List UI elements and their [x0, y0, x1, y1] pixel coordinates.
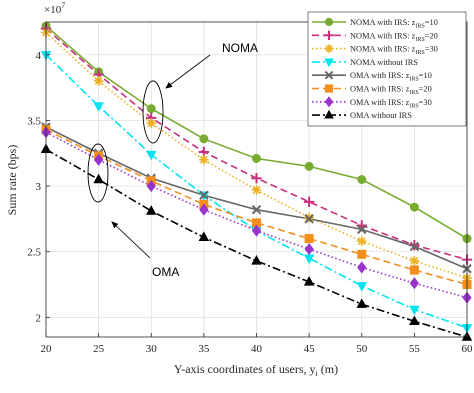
y-tick-label: 2 [36, 312, 42, 324]
noma-arrow [165, 54, 211, 89]
x-tick-label: 30 [146, 343, 158, 355]
data-point-series-7 [93, 153, 104, 166]
data-point-series-1 [199, 134, 209, 144]
data-point-series-7 [146, 180, 156, 193]
oma-annotation: OMA [87, 143, 179, 279]
data-point-series-5 [409, 241, 420, 252]
legend-label-5: OMA with IRS: zIRS=10 [350, 71, 432, 83]
legend-box [307, 11, 467, 127]
x-axis-label: Y-axis coordinates of users, yi (m) [174, 362, 338, 378]
oma-ellipse [87, 143, 109, 203]
legend-label-1: NOMA with IRS: zIRS=10 [350, 18, 438, 30]
legend-label-4: NOMA without IRS [350, 58, 418, 67]
data-point-series-2 [303, 196, 315, 208]
data-point-series-6 [304, 234, 314, 244]
legend-marker-8 [324, 109, 334, 119]
x-tick-label: 45 [304, 343, 316, 355]
data-point-series-8 [303, 276, 315, 286]
x-tick-label: 20 [41, 343, 53, 355]
data-point-series-5 [357, 224, 367, 235]
legend-label-7: OMA with IRS: zIRS=30 [350, 98, 432, 110]
data-point-series-5 [199, 190, 209, 200]
noma-annotation: NOMA [142, 41, 258, 144]
legend-marker-2 [324, 30, 334, 40]
data-point-series-1 [252, 154, 261, 163]
data-point-series-5 [251, 204, 262, 215]
data-point-series-7 [409, 277, 420, 290]
data-point-series-6 [357, 249, 367, 259]
data-point-series-1 [409, 202, 419, 212]
data-point-series-8 [198, 231, 210, 241]
data-point-series-3 [93, 76, 104, 86]
x-tick-label: 25 [93, 343, 105, 355]
noma-annotation-label: NOMA [222, 41, 258, 55]
x-tick-label: 35 [198, 343, 210, 355]
data-point-series-8 [146, 205, 157, 215]
data-point-series-7 [251, 224, 262, 237]
y-tick-label: 3 [36, 181, 42, 193]
legend-marker-3 [324, 44, 334, 53]
legend-marker-5 [324, 70, 334, 80]
data-point-series-4 [146, 150, 157, 161]
data-point-series-3 [409, 256, 420, 266]
noma-ellipse [142, 80, 164, 144]
data-point-series-4 [93, 102, 104, 112]
legend-marker-1 [324, 17, 334, 27]
data-point-series-3 [146, 118, 157, 128]
axis-ticks [45, 54, 468, 337]
data-point-series-5 [304, 214, 314, 224]
data-point-series-1 [357, 175, 367, 184]
data-point-series-7 [357, 261, 367, 274]
x-tick-label: 40 [251, 343, 263, 355]
series-line-8 [45, 148, 468, 338]
data-point-series-4 [356, 282, 367, 292]
data-point-series-1 [304, 161, 314, 171]
series-line-6 [45, 128, 468, 286]
y-tick-label: 3.5 [27, 115, 41, 127]
data-point-series-2 [251, 172, 262, 184]
data-point-series-8 [251, 255, 262, 265]
x-tick-label: 55 [409, 343, 421, 355]
y-tick-label: 2.5 [27, 247, 41, 259]
legend-label-8: OMA without IRS [350, 111, 412, 120]
oma-arrow [111, 221, 151, 259]
legend-label-6: OMA with IRS: zIRS=20 [350, 85, 432, 97]
y-exponent-label: ×107 [44, 1, 65, 16]
y-axis-label: Sum rate (bps) [5, 145, 19, 216]
data-point-series-8 [356, 298, 367, 308]
data-point-series-7 [199, 203, 209, 216]
tick-labels: 20 25 30 35 40 45 50 55 60 2 2.5 3 3.5 4 [27, 50, 473, 355]
data-point-series-7 [304, 243, 314, 256]
data-point-series-8 [93, 173, 104, 184]
data-point-series-3 [356, 236, 367, 246]
y-tick-label: 4 [36, 50, 42, 62]
data-point-series-1 [146, 104, 156, 114]
data-point-series-4 [409, 305, 420, 316]
legend-marker-6 [324, 84, 334, 93]
data-point-series-3 [199, 155, 209, 165]
oma-annotation-label: OMA [152, 265, 179, 279]
legend-marker-4 [324, 58, 334, 68]
data-point-series-6 [409, 265, 419, 275]
data-point-series-8 [409, 315, 420, 325]
x-tick-label: 60 [462, 343, 474, 355]
legend-label-3: NOMA with IRS: zIRS=30 [350, 45, 438, 57]
legend-label-2: NOMA with IRS: zIRS=20 [350, 31, 438, 43]
data-point-series-3 [251, 185, 262, 195]
x-tick-label: 50 [356, 343, 368, 355]
legend-marker-7 [324, 96, 334, 108]
